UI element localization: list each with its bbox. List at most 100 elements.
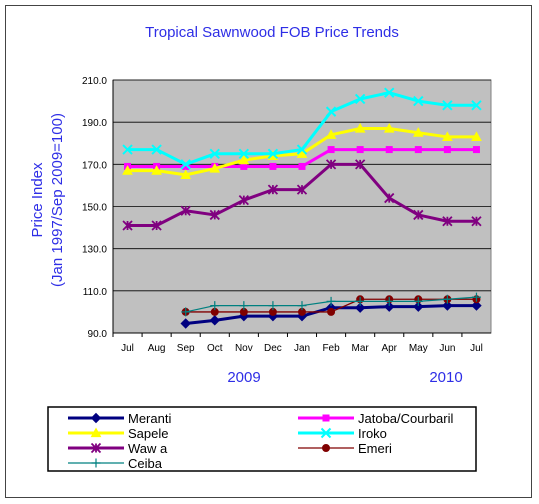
data-point-sapele [296, 148, 308, 158]
legend-label: Waw a [128, 441, 168, 456]
legend-item-iroko: Iroko [298, 426, 387, 441]
data-point-sapele [471, 131, 482, 142]
data-point-meranti [471, 300, 482, 311]
x-tick-label: Aug [148, 343, 166, 354]
data-point-ceiba [413, 296, 423, 306]
data-point-sapele [122, 165, 133, 175]
y-axis-title-line-1: Price Index [29, 162, 46, 238]
data-point-sapele [325, 129, 337, 139]
x-tick-label: Dec [264, 343, 282, 354]
data-point-waw-a [238, 195, 249, 206]
data-point-sapele [383, 122, 395, 133]
x-tick-label: Jun [439, 343, 455, 354]
y-axis-title-line-2: (Jan 1997/Sep 2009=100) [49, 113, 66, 287]
data-point-waw-a [355, 159, 366, 170]
y-axis-title: Price Index (Jan 1997/Sep 2009=100) [29, 113, 66, 287]
data-point-ceiba [355, 296, 365, 306]
legend-marker [90, 442, 102, 454]
data-point-emeri [327, 307, 336, 316]
y-tick-label: 170.0 [82, 160, 107, 171]
data-point-waw-a [122, 220, 133, 231]
data-point-sapele [180, 169, 192, 179]
chart-title: Tropical Sawnwood FOB Price Trends [145, 24, 399, 41]
legend-marker [322, 414, 330, 422]
data-point-ceiba [297, 301, 307, 311]
legend: Meranti Jatoba/Courbaril Sapele Iroko Waw a E… [47, 406, 477, 472]
x-tick-label: Nov [235, 343, 253, 354]
legend-marker [90, 412, 102, 424]
legend-item-jatoba-courbaril: Jatoba/Courbaril [298, 411, 453, 426]
data-point-meranti [354, 302, 366, 313]
data-point-jatoba-courbaril [356, 146, 364, 154]
series-waw-a [122, 159, 482, 231]
data-point-iroko [413, 95, 424, 107]
data-point-sapele [354, 122, 366, 133]
data-point-waw-a [384, 192, 395, 204]
legend-label: Jatoba/Courbaril [358, 411, 453, 426]
data-point-ceiba [326, 296, 336, 306]
data-point-waw-a [413, 209, 424, 221]
data-point-waw-a [442, 216, 453, 227]
data-point-sapele [238, 154, 250, 165]
legend-marker [320, 427, 332, 439]
data-point-sapele [209, 163, 221, 173]
data-point-iroko [180, 159, 191, 170]
series-ceiba [181, 292, 481, 317]
data-point-iroko [442, 100, 453, 111]
legend-marker [90, 427, 102, 438]
data-point-waw-a [151, 220, 162, 231]
data-point-meranti [413, 301, 424, 312]
y-tick-label: 90.0 [88, 329, 108, 340]
legend-label: Ceiba [128, 456, 163, 471]
legend-item-waw-a: Waw a [68, 441, 168, 456]
data-point-iroko [267, 148, 279, 159]
y-tick-label: 190.0 [82, 118, 107, 129]
x-tick-label: Jan [294, 343, 310, 354]
y-tick-label: 150.0 [82, 203, 107, 214]
legend-marker [91, 458, 101, 468]
data-point-ceiba [210, 301, 220, 311]
data-point-jatoba-courbaril [472, 146, 480, 154]
legend-item-emeri: Emeri [298, 441, 392, 456]
data-point-ceiba [471, 292, 481, 302]
y-tick-label: 130.0 [82, 245, 107, 256]
legend-marker [322, 444, 330, 452]
plot-area: 90.0 110.0 130.0 150.0 170.0 190.0 210.0 Jul Aug… [82, 76, 492, 354]
data-point-iroko [471, 100, 482, 111]
legend-label: Sapele [128, 426, 168, 441]
data-point-jatoba-courbaril [385, 146, 393, 154]
data-point-sapele [442, 131, 453, 142]
data-point-ceiba [384, 296, 394, 306]
data-point-iroko [122, 144, 133, 155]
data-point-meranti [442, 300, 453, 311]
legend-label: Iroko [358, 426, 387, 441]
data-point-waw-a [209, 209, 220, 221]
data-point-sapele [412, 127, 424, 137]
data-point-jatoba-courbaril [298, 162, 306, 170]
data-point-sapele [151, 165, 162, 175]
x-tick-label: Feb [322, 343, 340, 354]
data-point-ceiba [442, 294, 452, 304]
data-point-iroko [238, 148, 250, 159]
data-point-waw-a [296, 184, 308, 195]
data-point-iroko [296, 144, 308, 155]
data-point-ceiba [239, 301, 249, 311]
data-point-waw-a [471, 216, 482, 227]
data-point-jatoba-courbaril [240, 162, 248, 170]
x-tick-label: Jul [470, 343, 483, 354]
x-tick-label: Oct [207, 343, 223, 354]
year-label-2009: 2009 [227, 369, 260, 386]
data-point-jatoba-courbaril [269, 162, 277, 170]
data-point-meranti [180, 318, 191, 329]
data-point-iroko [209, 148, 220, 159]
x-tick-label: May [409, 343, 428, 354]
y-tick-label: 110.0 [83, 287, 108, 298]
data-point-ceiba [268, 301, 278, 311]
legend-item-ceiba: Ceiba [68, 456, 163, 471]
data-point-waw-a [180, 205, 191, 216]
data-point-jatoba-courbaril [443, 146, 451, 154]
data-point-waw-a [325, 159, 337, 170]
data-point-iroko [325, 106, 337, 117]
data-point-waw-a [267, 184, 279, 195]
legend-label: Meranti [128, 411, 171, 426]
